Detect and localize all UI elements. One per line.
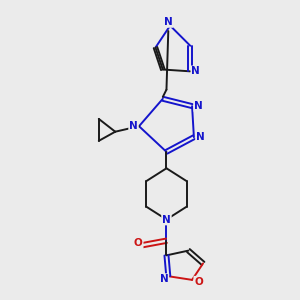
- Text: N: N: [191, 66, 200, 76]
- Text: N: N: [196, 132, 205, 142]
- Text: N: N: [164, 17, 173, 27]
- Text: N: N: [129, 121, 138, 131]
- Text: N: N: [162, 214, 171, 224]
- Text: O: O: [134, 238, 143, 248]
- Text: O: O: [194, 277, 203, 287]
- Text: N: N: [194, 101, 203, 111]
- Text: N: N: [160, 274, 168, 284]
